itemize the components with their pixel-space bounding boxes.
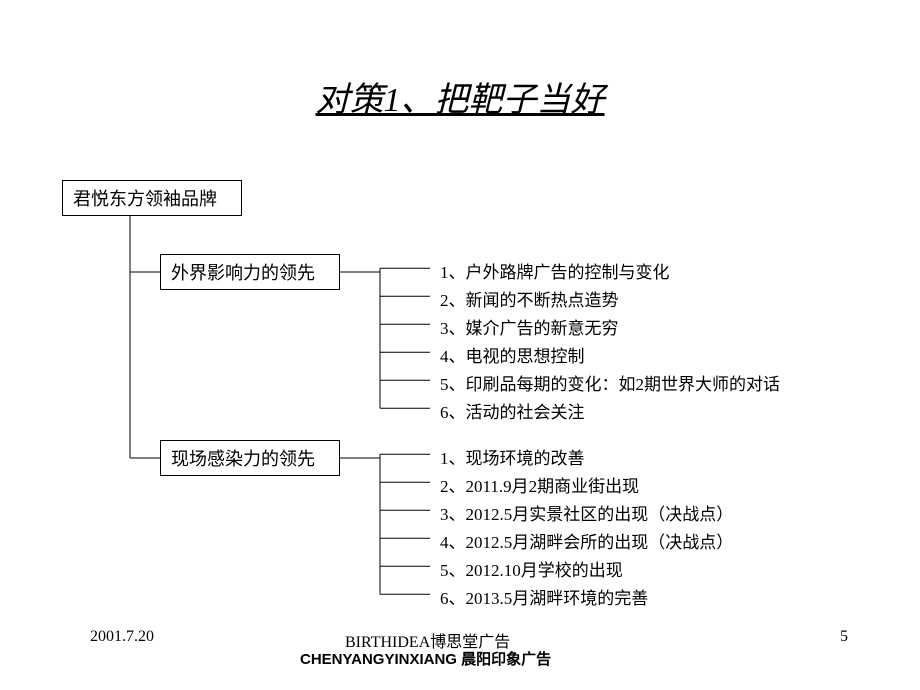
slide-title: 对策1、把靶子当好	[0, 72, 920, 121]
leaf-item: 3、2012.5月实景社区的出现（决战点）	[440, 500, 733, 525]
leaf-item: 1、户外路牌广告的控制与变化	[440, 258, 670, 283]
branch-node-0: 外界影响力的领先	[160, 254, 340, 290]
leaf-item: 6、2013.5月湖畔环境的完善	[440, 584, 648, 609]
branch-node-1: 现场感染力的领先	[160, 440, 340, 476]
leaf-item: 4、电视的思想控制	[440, 342, 585, 367]
root-node: 君悦东方领袖品牌	[62, 180, 242, 216]
footer-sub-text: CHENYANGYINXIANG 晨阳印象广告	[300, 648, 551, 669]
leaf-item: 2、新闻的不断热点造势	[440, 286, 619, 311]
footer-date: 2001.7.20	[90, 628, 154, 646]
leaf-item: 2、2011.9月2期商业街出现	[440, 472, 639, 497]
leaf-item: 5、2012.10月学校的出现	[440, 556, 623, 581]
leaf-item: 4、2012.5月湖畔会所的出现（决战点）	[440, 528, 733, 553]
leaf-item: 5、印刷品每期的变化：如2期世界大师的对话	[440, 370, 780, 395]
leaf-item: 6、活动的社会关注	[440, 398, 585, 423]
leaf-item: 3、媒介广告的新意无穷	[440, 314, 619, 339]
footer-page-number: 5	[840, 628, 848, 646]
leaf-item: 1、现场环境的改善	[440, 444, 585, 469]
